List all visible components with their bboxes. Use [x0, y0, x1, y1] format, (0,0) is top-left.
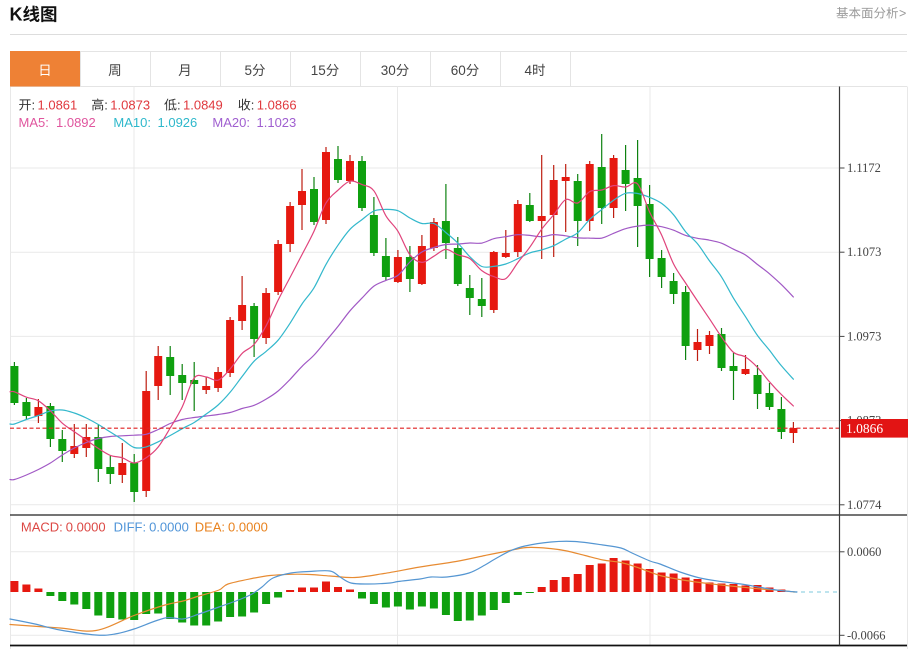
- svg-text:DEA:0.0000: DEA: 0.0000: [195, 520, 268, 535]
- svg-text:1.1172: 1.1172: [847, 161, 881, 175]
- svg-text:1.1073: 1.1073: [847, 245, 881, 259]
- svg-text:DIFF:0.0000: DIFF: 0.0000: [114, 520, 189, 535]
- svg-text:1.0866: 1.0866: [846, 421, 883, 436]
- svg-text:1.0774: 1.0774: [847, 498, 882, 512]
- svg-text:4: 4: [525, 63, 533, 78]
- svg-text:MA5:1.0892: MA5: 1.0892: [19, 115, 96, 130]
- svg-text:0.0060: 0.0060: [847, 545, 881, 559]
- svg-text:1.0866: 1.0866: [257, 98, 297, 113]
- svg-text:1.0973: 1.0973: [847, 329, 881, 343]
- svg-text:60: 60: [451, 63, 466, 78]
- svg-text::: :: [251, 98, 255, 113]
- svg-text:-0.0066: -0.0066: [847, 628, 886, 642]
- svg-text:1.0861: 1.0861: [38, 98, 78, 113]
- svg-text:1.0849: 1.0849: [183, 98, 223, 113]
- svg-text:5: 5: [245, 63, 253, 78]
- svg-text::: :: [177, 98, 181, 113]
- svg-text:1.0873: 1.0873: [110, 98, 150, 113]
- svg-text::: :: [32, 98, 36, 113]
- svg-text:>: >: [899, 7, 906, 21]
- svg-text:15: 15: [311, 63, 326, 78]
- svg-text:30: 30: [381, 63, 396, 78]
- svg-text::: :: [104, 98, 108, 113]
- svg-text:K: K: [10, 5, 23, 25]
